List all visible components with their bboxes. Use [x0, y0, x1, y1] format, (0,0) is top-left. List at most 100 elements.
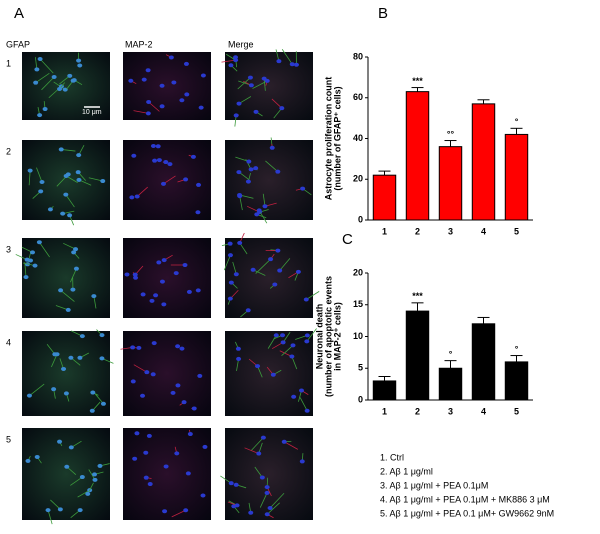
nucleus	[160, 84, 165, 88]
nucleus	[131, 379, 136, 383]
bar	[373, 175, 395, 220]
nucleus	[160, 280, 165, 284]
y-axis-label: in MAP-2⁺ cells)	[332, 302, 342, 371]
legend-item: 2. Aβ 1 μg/ml	[380, 466, 433, 476]
nucleus	[68, 356, 73, 360]
nucleus	[256, 452, 261, 456]
x-tick-label: 4	[481, 406, 486, 416]
nucleus	[72, 78, 77, 82]
x-tick-label: 5	[514, 406, 519, 416]
legend-item: 4. Aβ 1 μg/ml + PEA 0.1μM + MK886 3 μM	[380, 494, 550, 504]
nucleus	[300, 187, 305, 191]
nucleus	[305, 333, 310, 337]
nucleus	[279, 106, 284, 110]
y-tick-label: 10	[353, 331, 363, 341]
micrograph	[123, 52, 211, 120]
nucleus	[229, 281, 234, 285]
nucleus	[60, 212, 65, 216]
nucleus	[63, 193, 68, 197]
nucleus	[160, 104, 165, 108]
bar	[472, 324, 494, 400]
nucleus	[197, 374, 202, 378]
y-tick-label: 0	[358, 394, 363, 404]
nucleus	[161, 302, 166, 306]
row-label: 4	[6, 337, 11, 347]
bar	[373, 381, 395, 400]
nucleus	[77, 63, 82, 67]
nucleus	[289, 354, 294, 358]
nucleus	[237, 241, 242, 245]
column-header: GFAP	[6, 39, 30, 49]
micrograph	[123, 428, 211, 520]
nucleus	[130, 345, 135, 349]
y-tick-label: 20	[353, 174, 363, 184]
nucleus	[246, 180, 251, 184]
x-tick-label: 3	[448, 226, 453, 236]
nucleus	[147, 434, 152, 438]
micrograph	[225, 238, 313, 318]
nucleus	[162, 509, 167, 513]
significance-label: °	[515, 117, 519, 127]
nucleus	[265, 485, 270, 489]
nucleus	[77, 356, 82, 360]
micrograph	[123, 331, 211, 416]
nucleus	[201, 494, 206, 498]
nucleus	[161, 182, 166, 186]
nucleus	[183, 508, 188, 512]
x-tick-label: 2	[415, 226, 420, 236]
nucleus	[228, 297, 233, 301]
nucleus	[202, 445, 207, 449]
nucleus	[291, 395, 296, 399]
nucleus	[270, 146, 275, 150]
y-tick-label: 5	[358, 363, 363, 373]
nucleus	[67, 213, 72, 217]
nucleus	[152, 159, 157, 163]
nucleus	[76, 178, 81, 182]
nucleus	[132, 457, 137, 461]
nucleus	[304, 298, 309, 302]
x-tick-label: 5	[514, 226, 519, 236]
nucleus	[28, 169, 33, 173]
nucleus	[246, 308, 251, 312]
nucleus	[169, 55, 174, 59]
nucleus	[248, 76, 253, 80]
nucleus	[134, 431, 139, 435]
nucleus	[186, 471, 191, 475]
nucleus	[171, 391, 176, 395]
nucleus	[61, 367, 66, 371]
nucleus	[195, 210, 200, 214]
nucleus	[290, 343, 295, 347]
nucleus	[141, 292, 146, 296]
nucleus	[187, 290, 192, 294]
y-tick-label: 40	[353, 133, 363, 143]
nucleus	[156, 144, 161, 148]
nucleus	[146, 68, 151, 72]
nucleus	[52, 352, 57, 356]
nucleus	[151, 372, 156, 376]
nucleus	[37, 113, 42, 117]
nucleus	[149, 299, 154, 303]
nucleus	[25, 459, 30, 463]
x-tick-label: 2	[415, 406, 420, 416]
nucleus	[167, 162, 172, 166]
micrograph	[22, 331, 110, 416]
nucleus	[52, 75, 57, 79]
nucleus	[156, 260, 161, 264]
legend-item: 1. Ctrl	[380, 452, 404, 462]
nucleus	[100, 179, 105, 183]
significance-label: ***	[412, 291, 423, 301]
nucleus	[78, 508, 83, 512]
nucleus	[152, 341, 157, 345]
nucleus	[236, 170, 241, 174]
nucleus	[228, 242, 233, 246]
y-tick-label: 0	[358, 214, 363, 224]
nucleus	[64, 465, 69, 469]
nucleus	[140, 394, 145, 398]
nucleus	[101, 402, 106, 406]
nucleus	[275, 170, 280, 174]
nucleus	[182, 263, 187, 267]
nucleus	[254, 110, 259, 114]
nucleus	[229, 481, 234, 485]
panel-label: C	[342, 231, 353, 248]
